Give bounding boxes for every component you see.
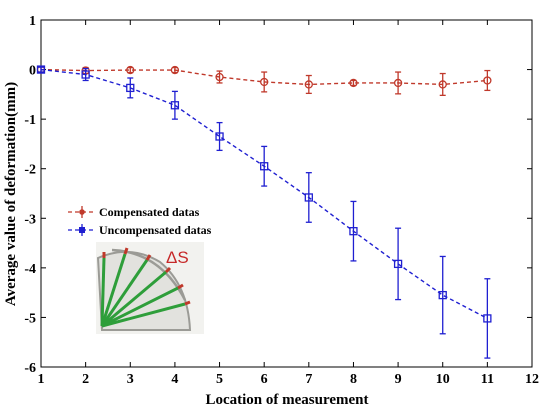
- series-1-point-6: [260, 162, 269, 171]
- series-1-point-3: [126, 83, 135, 93]
- series-1-point-9: [393, 259, 403, 269]
- inset-ray-3: [100, 259, 149, 327]
- x-tick-labels: 1 2 3 4 5 6 7 8 9 10 11 12: [38, 372, 540, 387]
- y-tick-label--4: -4: [24, 262, 36, 277]
- series-1-point-11: [483, 314, 492, 323]
- y-tick-label--2: -2: [24, 163, 36, 178]
- legend-marker-uncompensated: [79, 227, 85, 233]
- x-tick-label-5: 5: [216, 372, 223, 387]
- inset-tip-4: [164, 266, 172, 274]
- inset-tip-2: [123, 247, 129, 255]
- x-tick-label-12: 12: [525, 372, 539, 387]
- inset-ray-2: [100, 253, 127, 327]
- inset-rays: [100, 253, 186, 328]
- legend-label-uncompensated: Uncompensated datas: [99, 223, 212, 237]
- series-0-point-4: [170, 65, 180, 75]
- y-tick-labels: 1 0 -1 -2 -3 -4 -5 -6: [24, 14, 36, 376]
- axis-ticks: [40, 19, 533, 368]
- x-tick-label-9: 9: [395, 372, 402, 387]
- x-tick-label-7: 7: [305, 372, 312, 387]
- x-tick-label-8: 8: [350, 372, 357, 387]
- series-layer: [36, 65, 492, 359]
- legend-label-compensated: Compensated datas: [99, 205, 200, 219]
- series-0-point-11: [483, 76, 492, 85]
- inset-tip-3: [145, 254, 152, 261]
- inset-ray-4: [101, 270, 167, 328]
- series-0-point-8: [349, 78, 358, 88]
- series-1-point-10: [438, 290, 447, 300]
- x-axis-label: Location of measurement: [205, 392, 368, 408]
- series-0-point-9: [393, 78, 403, 88]
- x-tick-label-6: 6: [261, 372, 268, 387]
- series-1-point-2: [81, 70, 90, 79]
- y-tick-label-1: 1: [29, 14, 36, 29]
- y-tick-label--1: -1: [24, 113, 36, 128]
- y-tick-label--3: -3: [24, 212, 36, 227]
- inset-tip-5: [177, 283, 184, 290]
- x-tick-label-1: 1: [38, 372, 45, 387]
- x-tick-label-3: 3: [127, 372, 134, 387]
- series-0-point-3: [126, 65, 135, 75]
- inset-ray-6: [101, 302, 186, 328]
- inset-ray-1: [100, 257, 106, 327]
- inset-ray-5: [101, 286, 179, 328]
- series-1-point-1: [36, 65, 46, 74]
- y-axis-label: Average value of deformation(mm): [3, 82, 19, 306]
- series-0-point-7: [304, 80, 313, 89]
- series-1-point-7: [304, 193, 313, 202]
- y-tick-label--6: -6: [24, 361, 36, 376]
- inset-ray-tips: [102, 247, 191, 306]
- series-1-point-8: [349, 227, 358, 236]
- inset-delta-s-label: ΔS: [166, 248, 189, 267]
- inset-tip-6: [184, 300, 191, 306]
- series-0-point-6: [260, 77, 269, 87]
- x-tick-label-11: 11: [481, 372, 494, 387]
- legend: Compensated datas Uncompensated datas: [68, 205, 212, 237]
- x-tick-label-2: 2: [82, 372, 89, 387]
- series-0-point-10: [438, 80, 447, 89]
- series-1: [36, 65, 492, 359]
- x-tick-label-4: 4: [171, 372, 178, 387]
- legend-marker-compensated: [79, 209, 85, 215]
- inset-sensor-fan-image: ΔS: [96, 242, 204, 334]
- y-tick-label--5: -5: [24, 311, 36, 326]
- y-tick-label-0: 0: [29, 64, 36, 79]
- series-1-point-5: [215, 132, 224, 141]
- series-1-point-4: [170, 101, 180, 110]
- series-0-point-5: [215, 72, 224, 82]
- inset-sector-arc: [111, 248, 187, 301]
- x-tick-label-10: 10: [436, 372, 450, 387]
